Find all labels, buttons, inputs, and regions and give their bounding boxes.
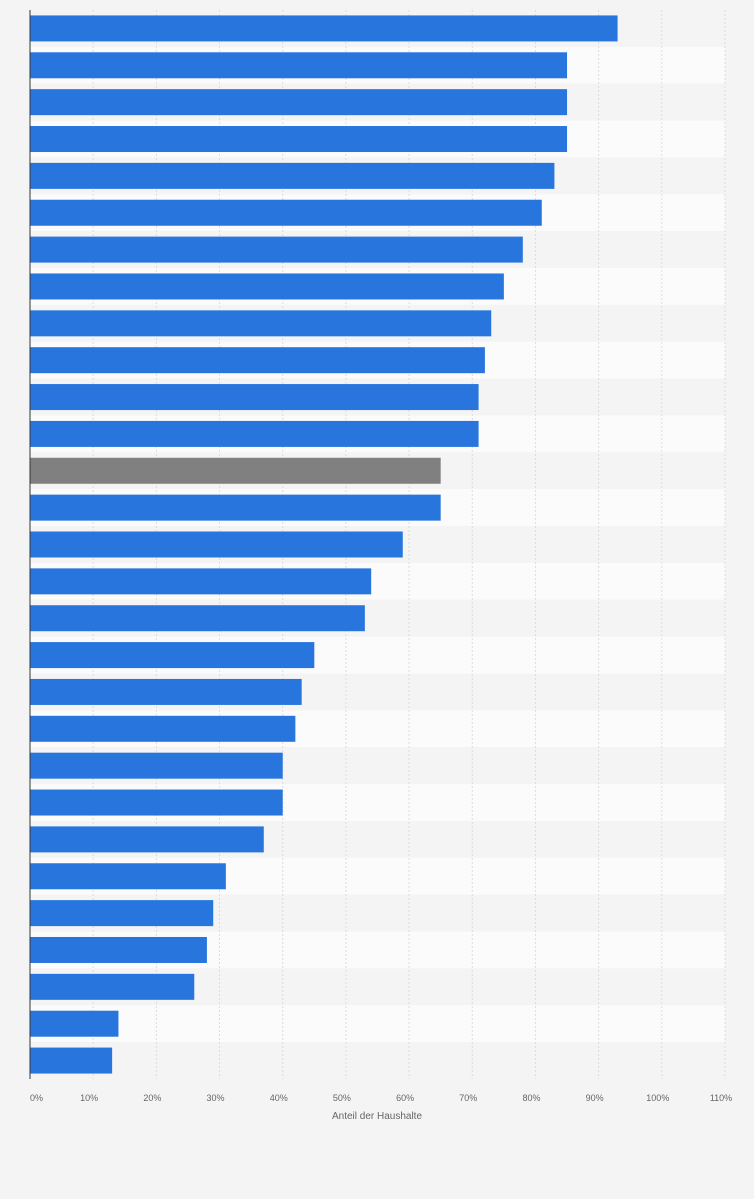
x-tick-label: 30%	[207, 1093, 225, 1103]
row-band	[30, 1005, 725, 1043]
x-tick-label: 0%	[30, 1093, 43, 1103]
x-tick-label: 40%	[270, 1093, 288, 1103]
x-tick-label: 80%	[522, 1093, 540, 1103]
bar	[30, 678, 302, 705]
bar	[30, 752, 283, 779]
bar	[30, 494, 441, 521]
x-tick-label: 10%	[80, 1093, 98, 1103]
x-tick-labels: 0% 10% 20% 30% 40% 50% 60% 70% 80% 90% 100% 110%	[30, 1093, 732, 1103]
row-band	[30, 1042, 725, 1079]
bar	[30, 15, 618, 42]
bar	[30, 531, 403, 558]
bar	[30, 52, 568, 79]
bar	[30, 89, 568, 116]
bar	[30, 199, 542, 226]
bar	[30, 568, 372, 595]
bar	[30, 936, 207, 963]
x-tick-label: 60%	[396, 1093, 414, 1103]
bar	[30, 789, 283, 816]
x-tick-label: 110%	[710, 1093, 732, 1103]
bar	[30, 1010, 119, 1037]
x-tick-label: 90%	[586, 1093, 604, 1103]
bar	[30, 900, 214, 927]
bar	[30, 457, 441, 484]
x-axis-title: Anteil der Haushalte	[332, 1111, 422, 1122]
bar	[30, 384, 479, 411]
bar	[30, 642, 315, 669]
bar	[30, 420, 479, 447]
bar	[30, 236, 523, 263]
bar	[30, 347, 485, 374]
x-tick-label: 20%	[143, 1093, 161, 1103]
bar	[30, 273, 504, 300]
bar	[30, 973, 195, 1000]
bar	[30, 310, 492, 337]
bar	[30, 605, 365, 632]
bars	[30, 15, 618, 1074]
bar	[30, 126, 568, 153]
bar	[30, 1047, 113, 1074]
bar	[30, 826, 264, 853]
x-tick-label: 70%	[459, 1093, 477, 1103]
x-tick-label: 100%	[646, 1093, 669, 1103]
bar	[30, 715, 296, 742]
bar	[30, 863, 226, 890]
x-tick-label: 50%	[333, 1093, 351, 1103]
bar	[30, 162, 555, 189]
